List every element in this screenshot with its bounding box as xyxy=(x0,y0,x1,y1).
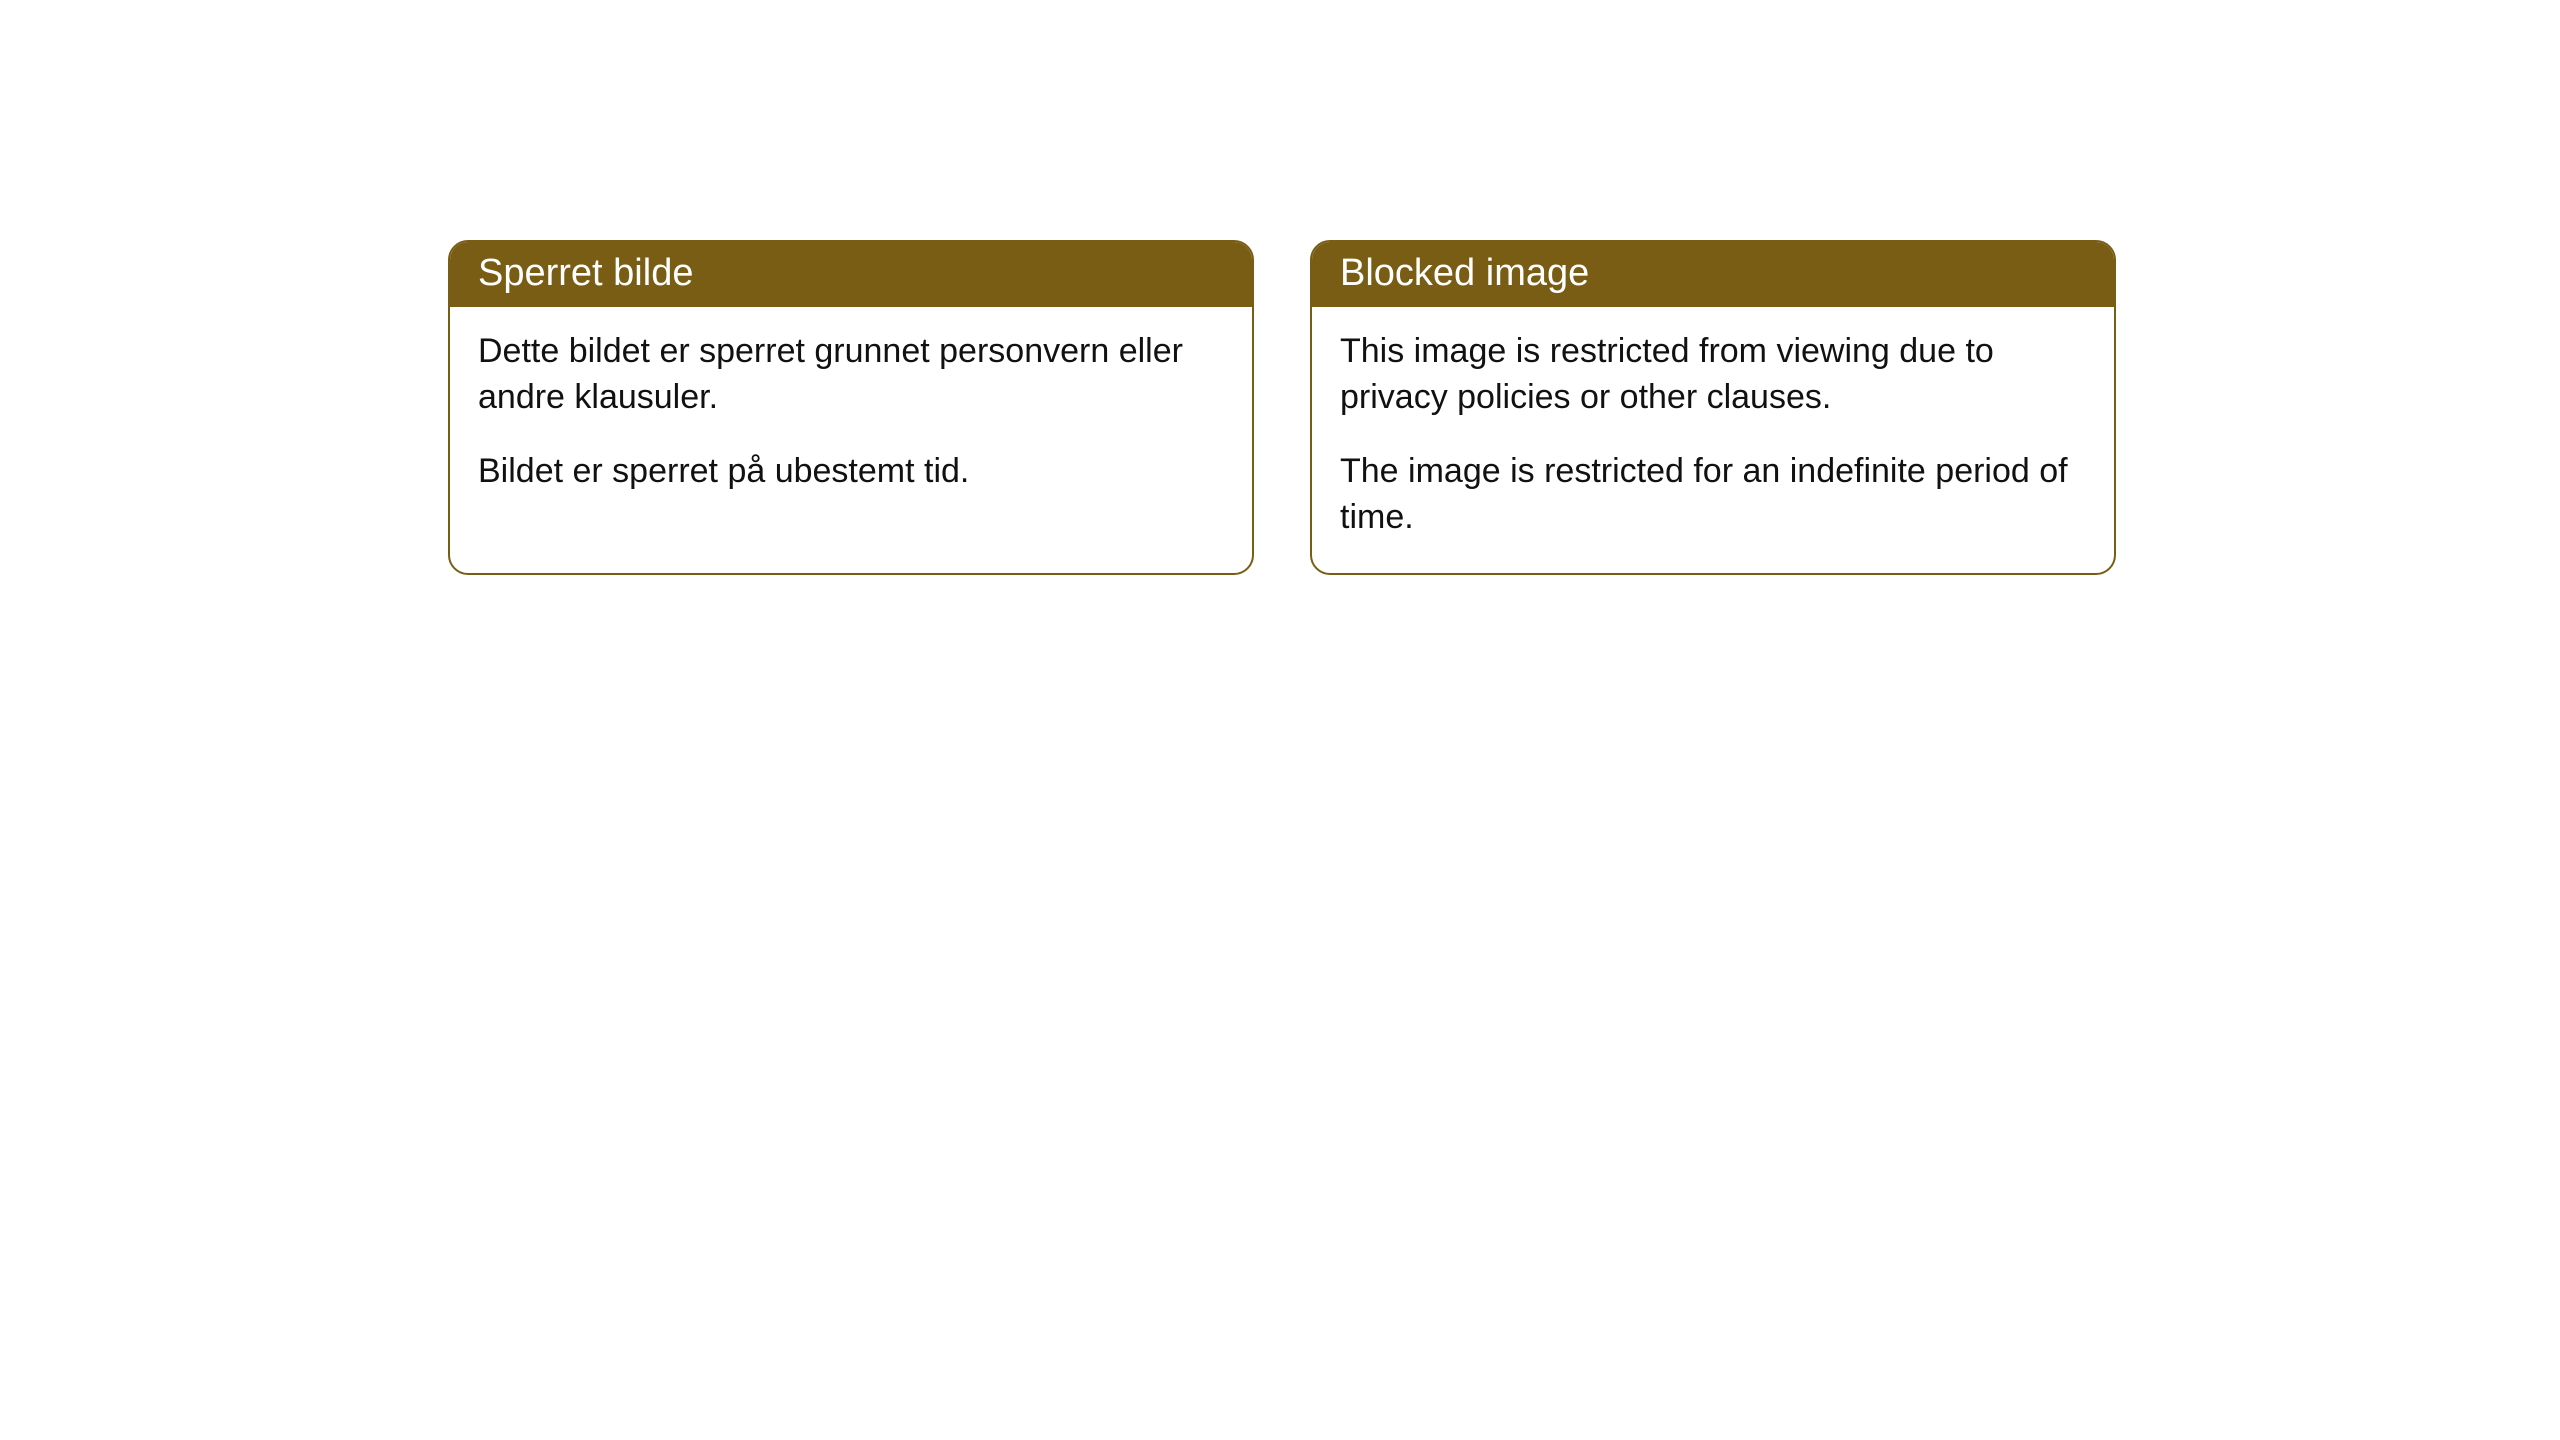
notice-card-english: Blocked image This image is restricted f… xyxy=(1310,240,2116,575)
card-header-english: Blocked image xyxy=(1312,242,2114,307)
notice-text-norwegian-1: Dette bildet er sperret grunnet personve… xyxy=(478,329,1224,421)
notice-text-english-1: This image is restricted from viewing du… xyxy=(1340,329,2086,421)
notice-card-norwegian: Sperret bilde Dette bildet er sperret gr… xyxy=(448,240,1254,575)
notice-text-english-2: The image is restricted for an indefinit… xyxy=(1340,449,2086,541)
card-body-english: This image is restricted from viewing du… xyxy=(1312,307,2114,573)
notice-container: Sperret bilde Dette bildet er sperret gr… xyxy=(0,0,2560,575)
card-header-norwegian: Sperret bilde xyxy=(450,242,1252,307)
notice-text-norwegian-2: Bildet er sperret på ubestemt tid. xyxy=(478,449,1224,495)
card-body-norwegian: Dette bildet er sperret grunnet personve… xyxy=(450,307,1252,527)
